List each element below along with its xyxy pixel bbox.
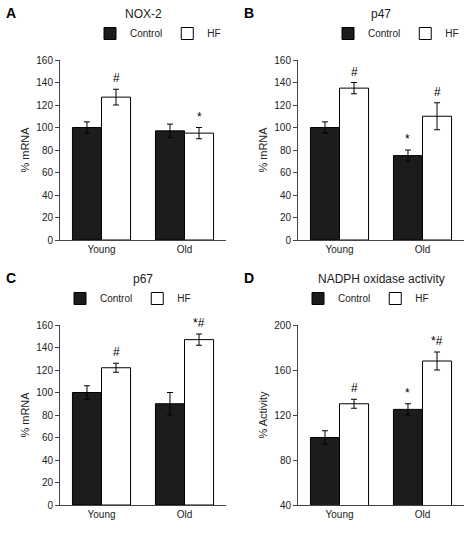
svg-text:0: 0 xyxy=(47,500,53,511)
svg-text:120: 120 xyxy=(36,365,53,376)
svg-text:140: 140 xyxy=(36,342,53,353)
svg-text:80: 80 xyxy=(280,145,292,156)
svg-text:Control: Control xyxy=(368,28,400,39)
svg-text:20: 20 xyxy=(42,212,54,223)
svg-text:*#: *# xyxy=(193,316,205,330)
svg-text:HF: HF xyxy=(207,28,220,39)
svg-text:80: 80 xyxy=(280,455,292,466)
svg-text:Control: Control xyxy=(130,28,162,39)
svg-text:20: 20 xyxy=(280,212,292,223)
svg-text:140: 140 xyxy=(274,77,291,88)
svg-text:100: 100 xyxy=(36,122,53,133)
svg-text:#: # xyxy=(113,71,120,85)
svg-text:Control: Control xyxy=(100,293,132,304)
svg-text:60: 60 xyxy=(42,432,54,443)
svg-text:#: # xyxy=(351,381,358,395)
svg-text:C: C xyxy=(6,270,16,286)
svg-text:100: 100 xyxy=(274,122,291,133)
svg-text:Old: Old xyxy=(177,509,193,520)
svg-text:HF: HF xyxy=(445,28,458,39)
svg-text:120: 120 xyxy=(274,410,291,421)
svg-text:60: 60 xyxy=(42,167,54,178)
svg-text:Young: Young xyxy=(88,244,116,255)
svg-text:160: 160 xyxy=(36,320,53,331)
svg-text:*: * xyxy=(197,110,202,124)
svg-text:p67: p67 xyxy=(133,272,153,286)
svg-text:Control: Control xyxy=(338,293,370,304)
svg-text:Old: Old xyxy=(415,509,431,520)
svg-text:% mRNA: % mRNA xyxy=(19,127,31,173)
svg-text:40: 40 xyxy=(42,190,54,201)
svg-text:HF: HF xyxy=(415,293,428,304)
svg-text:#: # xyxy=(351,65,358,79)
svg-text:40: 40 xyxy=(42,455,54,466)
svg-text:Old: Old xyxy=(415,244,431,255)
svg-text:Young: Young xyxy=(88,509,116,520)
svg-text:p47: p47 xyxy=(371,7,391,21)
svg-text:140: 140 xyxy=(36,77,53,88)
svg-text:Young: Young xyxy=(326,244,354,255)
svg-text:120: 120 xyxy=(274,100,291,111)
svg-text:20: 20 xyxy=(42,477,54,488)
svg-text:Old: Old xyxy=(177,244,193,255)
svg-text:120: 120 xyxy=(36,100,53,111)
svg-text:HF: HF xyxy=(177,293,190,304)
svg-text:% mRNA: % mRNA xyxy=(257,127,269,173)
svg-text:#: # xyxy=(113,345,120,359)
svg-text:D: D xyxy=(244,270,254,286)
svg-text:NOX-2: NOX-2 xyxy=(125,7,162,21)
svg-text:160: 160 xyxy=(274,365,291,376)
svg-text:80: 80 xyxy=(42,145,54,156)
svg-text:60: 60 xyxy=(280,167,292,178)
svg-text:#: # xyxy=(434,85,441,99)
svg-text:% mRNA: % mRNA xyxy=(19,392,31,438)
svg-text:B: B xyxy=(244,5,254,21)
svg-text:*: * xyxy=(405,132,410,146)
svg-text:80: 80 xyxy=(42,410,54,421)
svg-text:200: 200 xyxy=(274,320,291,331)
svg-text:160: 160 xyxy=(36,55,53,66)
svg-text:Young: Young xyxy=(326,509,354,520)
svg-text:NADPH oxidase activity: NADPH oxidase activity xyxy=(318,272,445,286)
svg-text:40: 40 xyxy=(280,190,292,201)
svg-text:*#: *# xyxy=(431,334,443,348)
svg-text:40: 40 xyxy=(280,500,292,511)
svg-text:A: A xyxy=(6,5,16,21)
svg-text:0: 0 xyxy=(285,235,291,246)
svg-text:*: * xyxy=(405,386,410,400)
svg-text:100: 100 xyxy=(36,387,53,398)
svg-text:0: 0 xyxy=(47,235,53,246)
svg-text:% Activity: % Activity xyxy=(257,391,269,439)
svg-text:160: 160 xyxy=(274,55,291,66)
